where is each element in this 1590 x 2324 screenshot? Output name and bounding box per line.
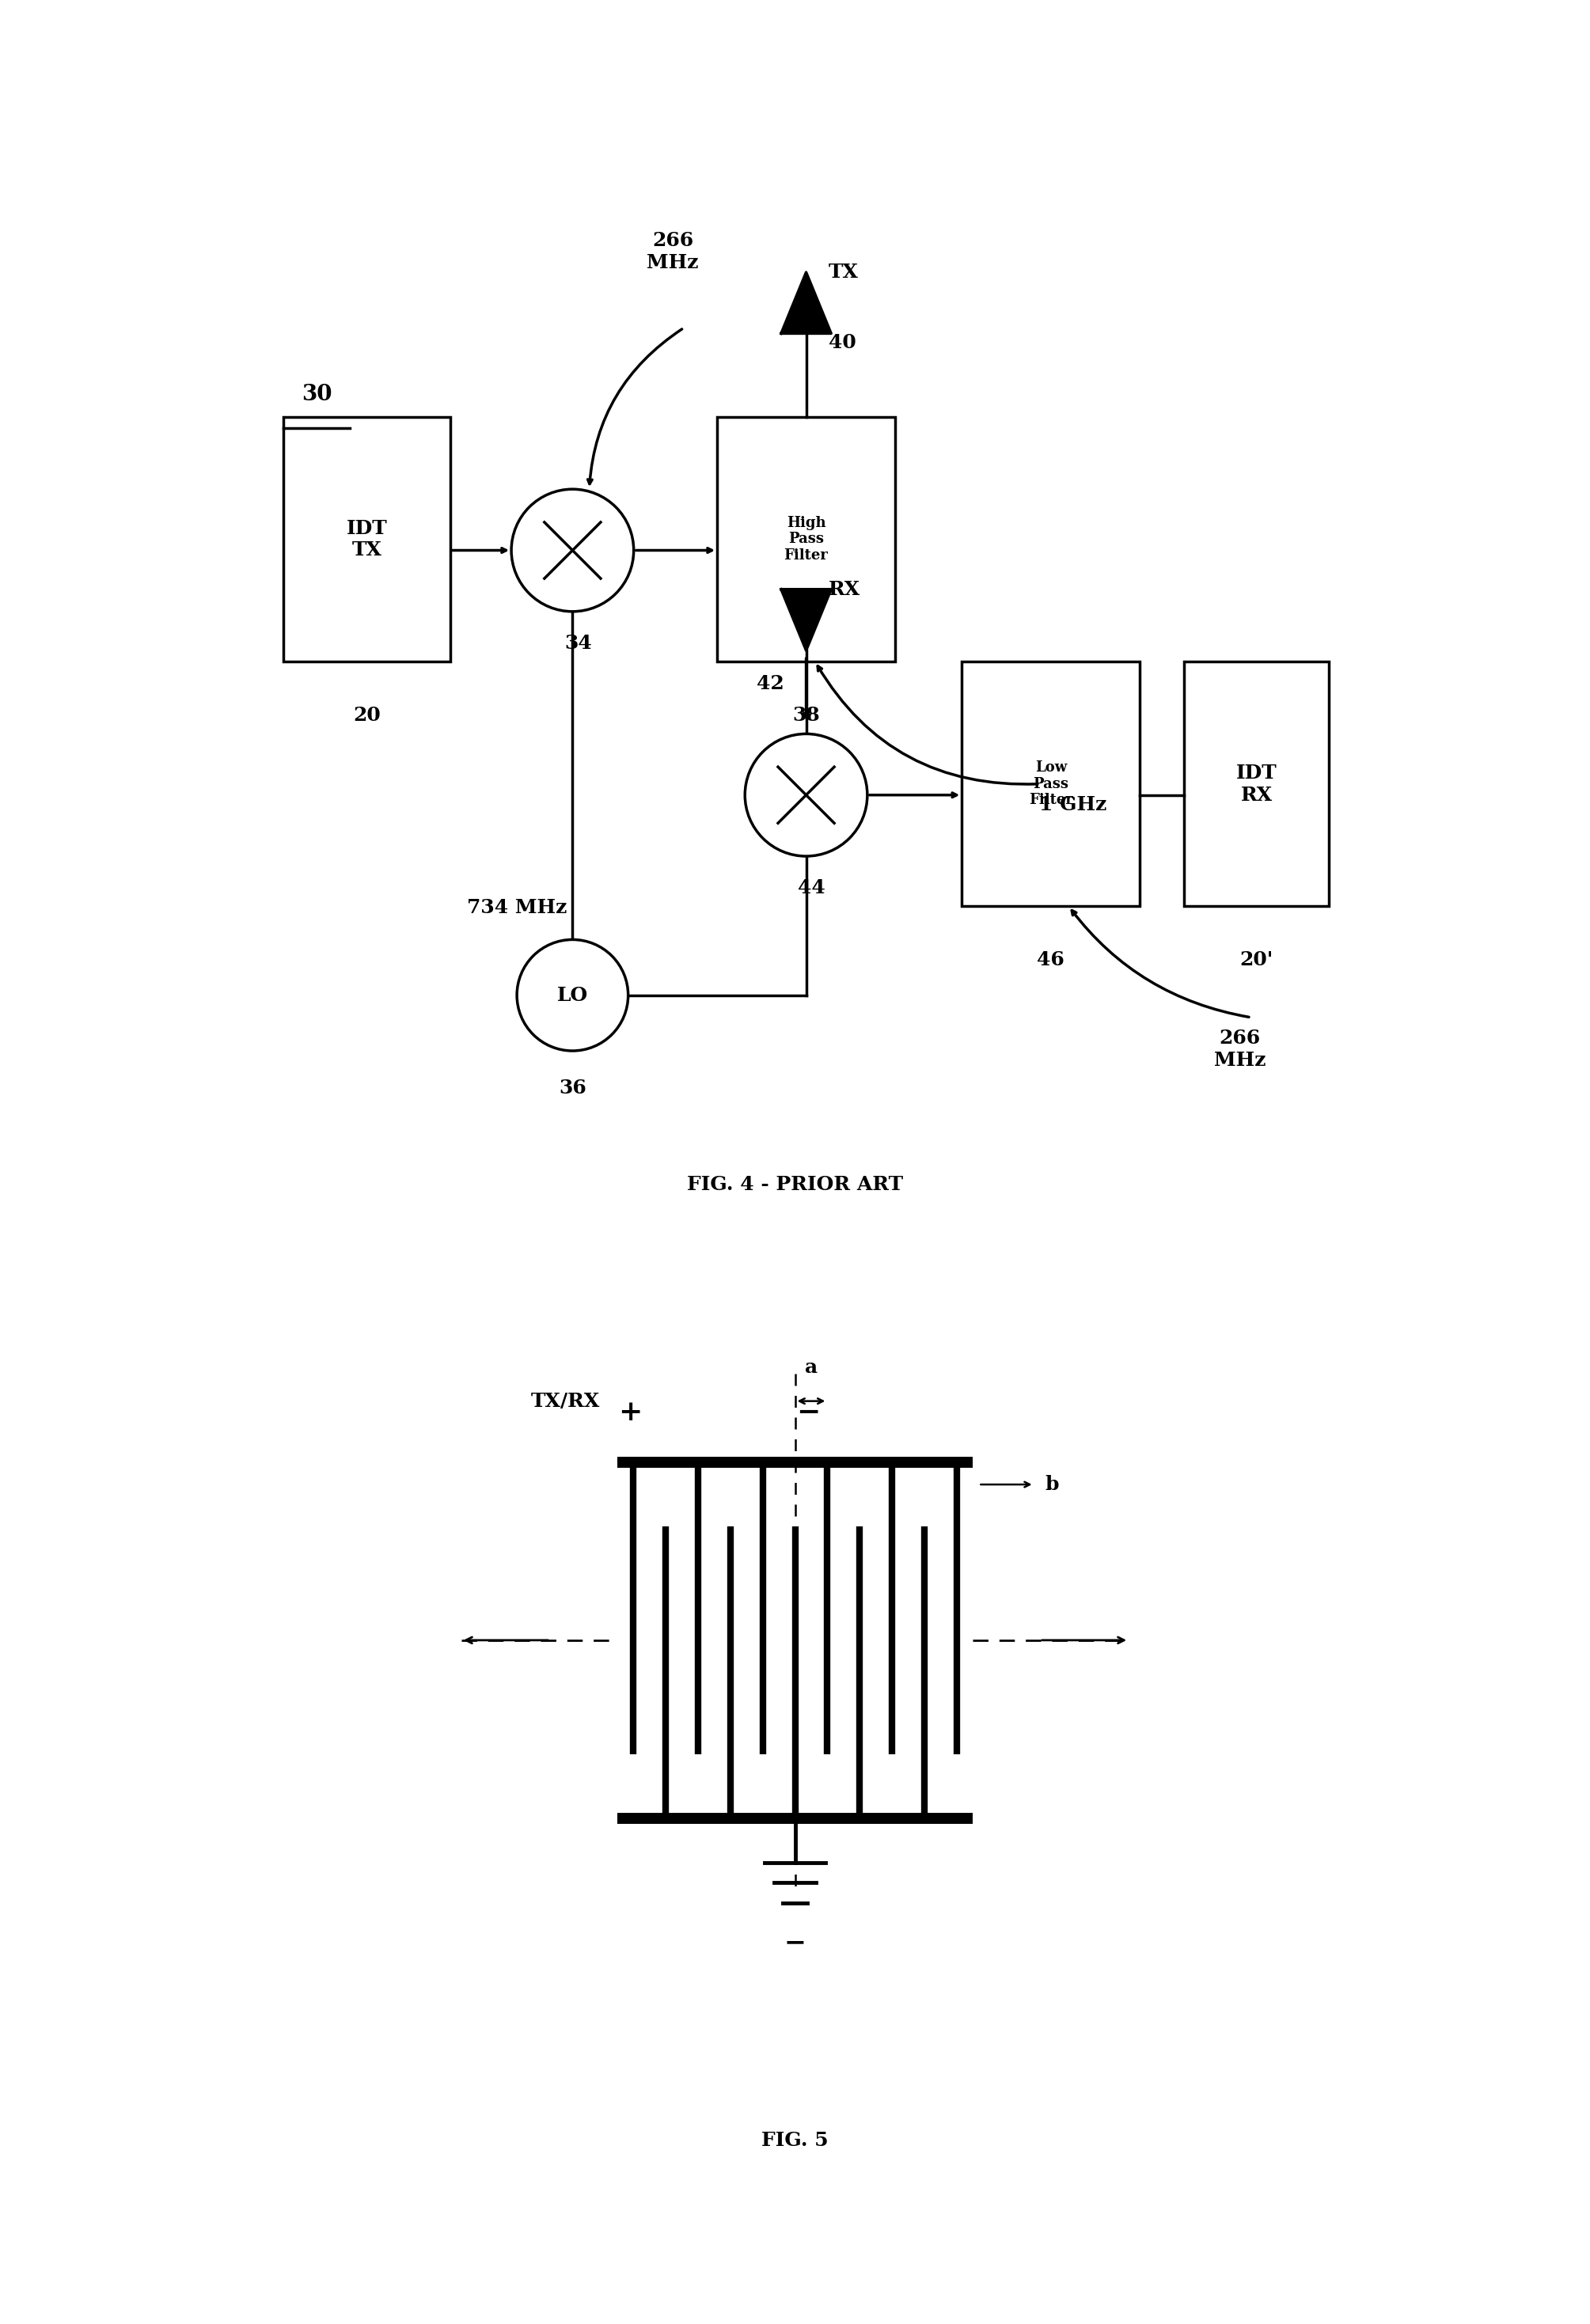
Text: High
Pass
Filter: High Pass Filter xyxy=(784,516,828,562)
FancyBboxPatch shape xyxy=(283,416,450,662)
Text: 36: 36 xyxy=(558,1078,587,1097)
Text: −: − xyxy=(784,1929,806,1957)
Text: 44: 44 xyxy=(798,878,825,897)
Polygon shape xyxy=(781,590,832,651)
Polygon shape xyxy=(781,272,832,332)
Text: 266
MHz: 266 MHz xyxy=(647,232,698,272)
Text: IDT
TX: IDT TX xyxy=(347,518,388,560)
Text: 20: 20 xyxy=(353,706,380,725)
FancyBboxPatch shape xyxy=(962,662,1140,906)
Text: IDT
RX: IDT RX xyxy=(1235,762,1277,804)
Text: 30: 30 xyxy=(302,383,332,404)
Text: a: a xyxy=(805,1357,817,1376)
Text: 34: 34 xyxy=(564,634,591,653)
Circle shape xyxy=(517,939,628,1050)
Text: 38: 38 xyxy=(792,706,820,725)
Text: TX: TX xyxy=(828,263,859,281)
Circle shape xyxy=(746,734,867,855)
Circle shape xyxy=(512,488,634,611)
Text: LO: LO xyxy=(556,985,588,1004)
Text: 42: 42 xyxy=(757,674,784,693)
FancyBboxPatch shape xyxy=(717,416,895,662)
Text: 40: 40 xyxy=(828,332,855,353)
Text: FIG. 5: FIG. 5 xyxy=(762,2131,828,2150)
Text: 266
MHz: 266 MHz xyxy=(1215,1030,1266,1069)
Text: TX/RX: TX/RX xyxy=(531,1392,601,1411)
Text: 1 GHz: 1 GHz xyxy=(1040,795,1107,813)
Text: Low
Pass
Filter: Low Pass Filter xyxy=(1029,760,1073,806)
Text: −: − xyxy=(797,1399,820,1425)
Text: FIG. 4 - PRIOR ART: FIG. 4 - PRIOR ART xyxy=(687,1176,903,1195)
Text: 20': 20' xyxy=(1240,951,1274,969)
Text: 46: 46 xyxy=(1037,951,1065,969)
Text: RX: RX xyxy=(828,579,860,600)
Text: b: b xyxy=(1045,1476,1059,1494)
Text: 734 MHz: 734 MHz xyxy=(467,899,568,918)
Text: +: + xyxy=(619,1399,642,1425)
FancyBboxPatch shape xyxy=(1185,662,1329,906)
